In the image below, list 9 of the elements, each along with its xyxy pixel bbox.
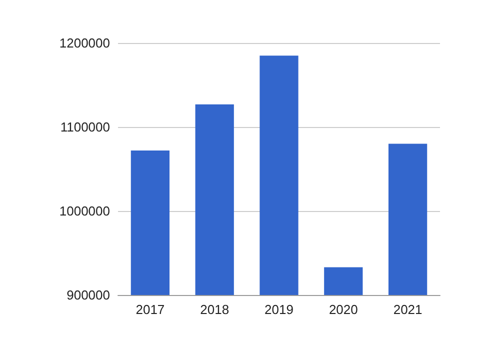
x-tick-label: 2019 [264,302,294,317]
y-tick-label: 1200000 [59,36,110,50]
y-tick-label: 1000000 [59,204,110,218]
x-tick-label: 2020 [328,302,358,317]
y-tick-label: 1100000 [60,120,110,134]
x-tick-label: 2021 [393,302,422,317]
y-tick-label: 900000 [66,288,110,302]
x-tick-label: 2018 [200,302,230,317]
x-tick-label: 2017 [136,302,165,317]
